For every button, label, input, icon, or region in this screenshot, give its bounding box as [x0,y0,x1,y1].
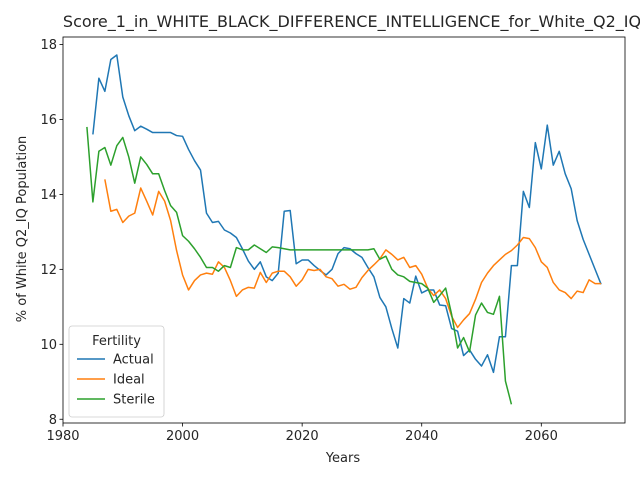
legend-title: Fertility [92,334,141,349]
y-tick-label: 16 [40,113,57,128]
legend-label-sterile: Sterile [113,393,155,408]
x-tick-label: 2020 [286,429,319,444]
legend-label-actual: Actual [113,353,154,368]
x-axis-label: Years [325,451,361,466]
y-axis-label: % of White Q2_IQ Population [15,136,30,323]
y-tick-label: 10 [40,338,57,353]
axes-frame [62,36,626,424]
chart-title: Score_1_in_WHITE_BLACK_DIFFERENCE_INTELL… [63,12,640,32]
x-tick-label: 2060 [525,429,558,444]
legend-box [68,325,165,418]
y-tick-label: 14 [40,188,57,203]
y-tick-label: 18 [40,38,57,53]
series-line-sterile [86,126,513,405]
legend: Fertility Actual Ideal Sterile [68,325,165,418]
x-tick-label: 2000 [166,429,199,444]
legend-label-ideal: Ideal [113,373,145,388]
series-line-ideal [104,179,602,329]
y-tick-label: 12 [40,263,57,278]
plot-area: 1980 2000 2020 2040 2060 8 10 12 14 16 18 Fertility… [40,36,626,444]
y-tick-label: 8 [49,413,57,428]
x-tick-label: 2040 [405,429,438,444]
series-line-actual [92,54,602,374]
x-tick-label: 1980 [46,429,79,444]
